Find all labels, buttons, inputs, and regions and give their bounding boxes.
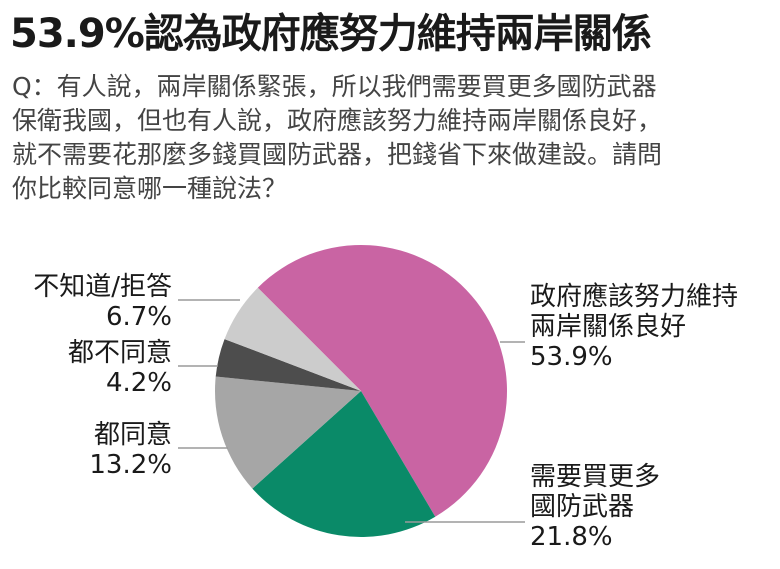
label-agree-both: 都同意 13.2% xyxy=(89,420,172,480)
question-line: 你比較同意哪一種說法？ xyxy=(12,174,288,203)
question-line: 保衛我國，但也有人說，政府應該努力維持兩岸關係良好， xyxy=(12,106,663,135)
label-value: 4.2% xyxy=(105,368,172,398)
survey-question: Q：有人說，兩岸關係緊張，所以我們需要買更多國防武器 保衛我國，但也有人說，政府… xyxy=(12,70,772,206)
question-line: Q：有人說，兩岸關係緊張，所以我們需要買更多國防武器 xyxy=(12,72,657,101)
slice-buy-weapons xyxy=(252,391,436,537)
label-value: 21.8% xyxy=(530,522,613,552)
label-text: 兩岸關係良好 xyxy=(530,312,687,342)
label-text: 需要買更多 xyxy=(530,462,661,492)
leader-lines xyxy=(178,299,525,523)
chart-title: 53.9%認為政府應努力維持兩岸關係 xyxy=(10,11,652,57)
label-buy-weapons: 需要買更多 國防武器 21.8% xyxy=(530,462,660,552)
pie-slices xyxy=(215,244,508,537)
slice-agree-both xyxy=(215,376,361,489)
label-maintain-relations: 政府應該努力維持 兩岸關係良好 53.9% xyxy=(530,282,738,372)
label-text: 都同意 xyxy=(93,420,172,450)
label-text: 都不同意 xyxy=(67,338,172,368)
label-value: 13.2% xyxy=(89,450,172,480)
label-disagree-both: 都不同意 4.2% xyxy=(68,338,172,398)
label-text: 國防武器 xyxy=(530,492,635,522)
label-value: 6.7% xyxy=(105,302,172,332)
label-text: 不知道/拒答 xyxy=(33,272,172,302)
label-dont-know: 不知道/拒答 6.7% xyxy=(33,272,172,332)
slice-dont-know xyxy=(224,287,361,391)
slice-disagree-both xyxy=(215,339,361,391)
slice-maintain-relations xyxy=(257,244,508,517)
label-value: 53.9% xyxy=(530,342,613,372)
label-text: 政府應該努力維持 xyxy=(530,282,739,312)
question-line: 就不需要花那麼多錢買國防武器，把錢省下來做建設。請問 xyxy=(12,140,663,169)
